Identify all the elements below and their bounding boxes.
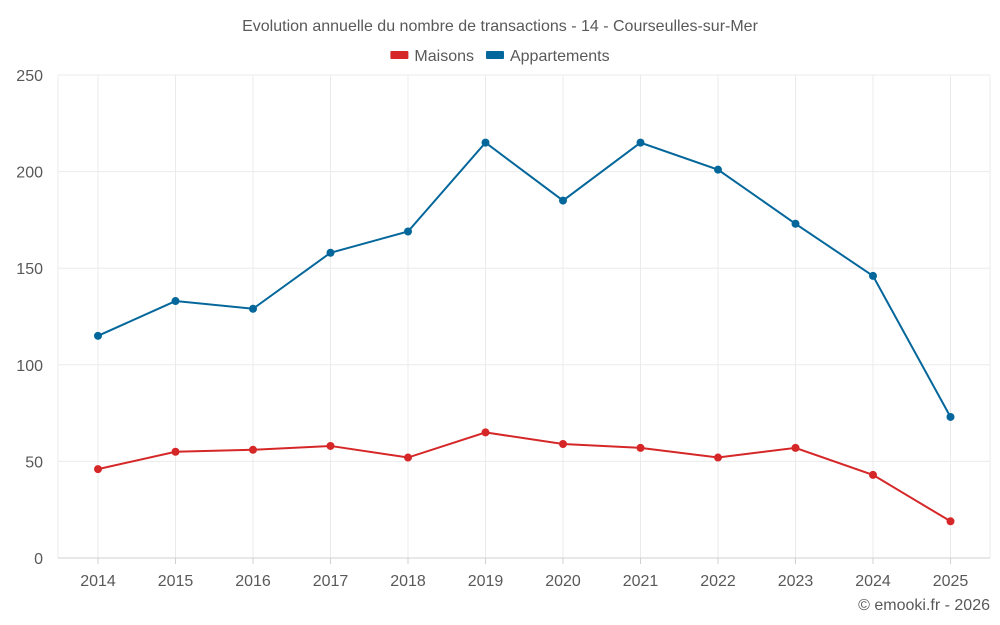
data-point-maisons[interactable] <box>791 443 800 452</box>
y-tick-label: 200 <box>16 165 43 182</box>
y-tick-label: 150 <box>16 261 43 278</box>
data-point-maisons[interactable] <box>636 443 645 452</box>
x-tick-label: 2017 <box>313 573 349 590</box>
legend: Maisons Appartements <box>390 48 610 65</box>
data-point-appartements[interactable] <box>404 227 412 236</box>
data-point-appartements[interactable] <box>869 271 877 280</box>
series-line-maisons <box>97 431 952 523</box>
legend-swatch-maisons[interactable] <box>390 51 409 59</box>
data-point-appartements[interactable] <box>326 248 335 257</box>
data-point-appartements[interactable] <box>946 412 955 421</box>
data-point-appartements[interactable] <box>714 165 722 174</box>
axes: 0 50 100 150 200 250 2014 2015 2016 2017 2018 2019 2… <box>16 68 990 590</box>
chart-title: Evolution annuelle du nombre de transact… <box>242 18 758 35</box>
data-point-appartements[interactable] <box>559 196 567 205</box>
series <box>94 138 955 526</box>
y-tick-label: 250 <box>16 68 43 85</box>
x-tick-label: 2023 <box>778 573 814 590</box>
data-point-maisons[interactable] <box>481 428 490 437</box>
data-point-appartements[interactable] <box>636 138 645 147</box>
y-tick-label: 0 <box>34 551 43 568</box>
x-tick-label: 2016 <box>235 573 271 590</box>
x-tick-label: 2025 <box>933 573 969 590</box>
data-point-maisons[interactable] <box>404 453 412 462</box>
x-tick-label: 2019 <box>468 573 504 590</box>
data-point-maisons[interactable] <box>94 465 102 474</box>
data-point-appartements[interactable] <box>94 331 102 340</box>
data-point-maisons[interactable] <box>946 517 955 526</box>
x-tick-label: 2021 <box>623 573 659 590</box>
legend-label-maisons: Maisons <box>414 48 474 65</box>
data-point-maisons[interactable] <box>869 470 877 479</box>
data-point-appartements[interactable] <box>171 297 180 306</box>
x-tick-label: 2024 <box>855 573 891 590</box>
y-tick-label: 100 <box>16 358 43 375</box>
data-point-maisons[interactable] <box>559 440 567 449</box>
data-point-appartements[interactable] <box>249 304 257 313</box>
x-tick-label: 2020 <box>545 573 581 590</box>
data-point-maisons[interactable] <box>171 447 180 456</box>
grid <box>57 74 991 558</box>
copyright-text: © emooki.fr - 2026 <box>858 597 990 614</box>
data-point-maisons[interactable] <box>714 453 722 462</box>
data-point-maisons[interactable] <box>249 445 257 454</box>
legend-label-appartements: Appartements <box>510 48 610 65</box>
legend-swatch-appartements[interactable] <box>485 51 504 59</box>
x-tick-label: 2018 <box>390 573 426 590</box>
x-tick-label: 2022 <box>700 573 736 590</box>
x-tick-label: 2014 <box>80 573 116 590</box>
series-line-appartements <box>97 141 952 418</box>
data-point-appartements[interactable] <box>791 219 800 228</box>
y-tick-label: 50 <box>25 454 43 471</box>
x-tick-label: 2015 <box>158 573 194 590</box>
data-point-maisons[interactable] <box>326 441 335 450</box>
data-point-appartements[interactable] <box>481 138 490 147</box>
